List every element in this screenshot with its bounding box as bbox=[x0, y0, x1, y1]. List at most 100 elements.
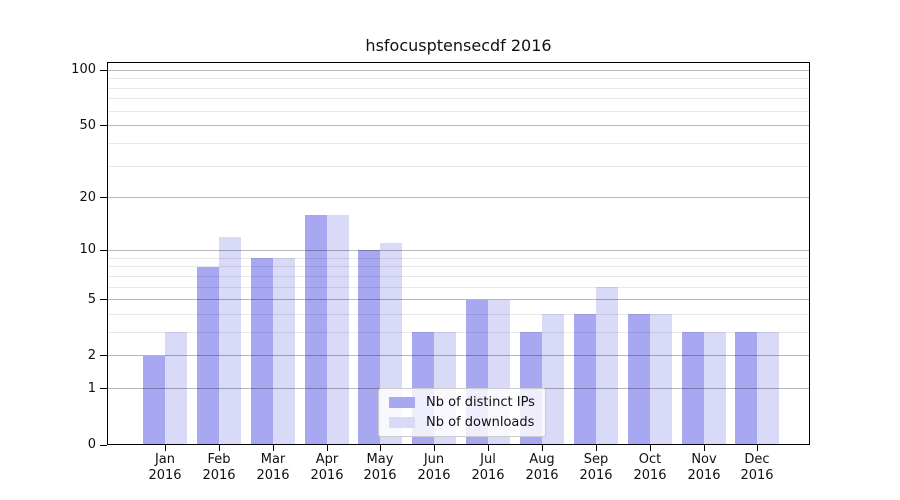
x-tick-mark bbox=[434, 445, 435, 451]
y-tick-label: 100 bbox=[71, 62, 96, 78]
x-tick-month: Oct bbox=[638, 452, 662, 467]
bar-downloads bbox=[273, 258, 295, 444]
x-tick-year: 2016 bbox=[633, 468, 667, 483]
y-tick-mark bbox=[100, 299, 107, 301]
x-tick-mark bbox=[273, 445, 274, 451]
minor-gridline bbox=[108, 143, 809, 145]
x-tick-mark bbox=[542, 445, 543, 451]
x-tick-month: Mar bbox=[260, 452, 286, 467]
minor-gridline bbox=[108, 110, 809, 112]
y-tick-label: 0 bbox=[87, 437, 96, 452]
x-tick-label: Dec 2016 bbox=[730, 452, 784, 484]
bar-downloads bbox=[757, 332, 779, 444]
x-tick-label: Feb 2016 bbox=[192, 452, 246, 484]
x-tick-month: Jun bbox=[423, 452, 445, 467]
legend-label-downloads: Nb of downloads bbox=[426, 415, 535, 430]
x-tick-label: Apr 2016 bbox=[300, 452, 354, 484]
x-tick-label: Jun 2016 bbox=[407, 452, 461, 484]
bar-downloads bbox=[219, 236, 241, 444]
x-tick-year: 2016 bbox=[579, 468, 613, 483]
y-tick-label: 1 bbox=[87, 380, 96, 396]
x-tick-month: Nov bbox=[691, 452, 717, 467]
bar-distinct-ips bbox=[628, 314, 650, 444]
y-tick-mark bbox=[100, 444, 107, 446]
legend-item: Nb of distinct IPs bbox=[389, 395, 535, 410]
x-tick-year: 2016 bbox=[148, 468, 182, 483]
x-tick-month: Aug bbox=[529, 452, 555, 467]
x-tick-year: 2016 bbox=[202, 468, 236, 483]
bar-distinct-ips bbox=[358, 250, 380, 444]
x-tick-mark bbox=[704, 445, 705, 451]
y-tick-mark bbox=[100, 125, 107, 127]
minor-gridline bbox=[108, 87, 809, 89]
major-gridline bbox=[108, 197, 809, 199]
bar-distinct-ips bbox=[574, 314, 596, 444]
x-tick-mark bbox=[488, 445, 489, 451]
legend-swatch-distinct-ips bbox=[389, 397, 415, 408]
legend-swatch-downloads bbox=[389, 417, 415, 428]
y-tick-mark bbox=[100, 69, 107, 71]
y-tick-mark bbox=[100, 388, 107, 390]
chart-title: hsfocusptensecdf 2016 bbox=[365, 36, 552, 55]
minor-gridline bbox=[108, 98, 809, 100]
x-tick-mark bbox=[650, 445, 651, 451]
x-tick-month: Feb bbox=[207, 452, 231, 467]
x-tick-mark bbox=[757, 445, 758, 451]
x-tick-label: May 2016 bbox=[353, 452, 407, 484]
bar-distinct-ips bbox=[305, 215, 327, 444]
legend: Nb of distinct IPs Nb of downloads bbox=[378, 388, 546, 437]
x-tick-year: 2016 bbox=[740, 468, 774, 483]
x-tick-year: 2016 bbox=[310, 468, 344, 483]
x-tick-month: Apr bbox=[315, 452, 339, 467]
bar-distinct-ips bbox=[682, 332, 704, 444]
x-tick-year: 2016 bbox=[417, 468, 451, 483]
y-tick-label: 50 bbox=[79, 117, 96, 133]
major-gridline bbox=[108, 249, 809, 251]
bar-downloads bbox=[596, 287, 618, 444]
x-tick-year: 2016 bbox=[363, 468, 397, 483]
legend-label-distinct-ips: Nb of distinct IPs bbox=[426, 395, 535, 410]
x-tick-label: Oct 2016 bbox=[623, 452, 677, 484]
x-tick-month: May bbox=[366, 452, 394, 467]
major-gridline bbox=[108, 69, 809, 71]
x-tick-label: Jul 2016 bbox=[461, 452, 515, 484]
x-tick-mark bbox=[380, 445, 381, 451]
y-tick-label: 20 bbox=[79, 189, 96, 205]
bar-downloads bbox=[542, 314, 564, 444]
x-tick-label: Mar 2016 bbox=[246, 452, 300, 484]
x-tick-month: Sep bbox=[583, 452, 609, 467]
bar-distinct-ips bbox=[143, 355, 165, 444]
y-tick-mark bbox=[100, 197, 107, 199]
x-tick-year: 2016 bbox=[256, 468, 290, 483]
minor-gridline bbox=[108, 257, 809, 259]
bar-downloads bbox=[704, 332, 726, 444]
x-tick-mark bbox=[596, 445, 597, 451]
minor-gridline bbox=[108, 165, 809, 167]
x-tick-mark bbox=[219, 445, 220, 451]
x-tick-year: 2016 bbox=[471, 468, 505, 483]
x-tick-mark bbox=[327, 445, 328, 451]
legend-item: Nb of downloads bbox=[389, 415, 535, 430]
x-tick-label: Jan 2016 bbox=[138, 452, 192, 484]
x-tick-mark bbox=[165, 445, 166, 451]
x-tick-label: Nov 2016 bbox=[677, 452, 731, 484]
y-tick-mark bbox=[100, 355, 107, 357]
bar-distinct-ips bbox=[735, 332, 757, 444]
bar-downloads bbox=[650, 314, 672, 444]
major-gridline bbox=[108, 125, 809, 127]
x-tick-year: 2016 bbox=[525, 468, 559, 483]
y-tick-label: 10 bbox=[79, 242, 96, 258]
x-tick-month: Jul bbox=[480, 452, 496, 467]
x-tick-label: Sep 2016 bbox=[569, 452, 623, 484]
bar-downloads bbox=[327, 215, 349, 444]
x-tick-label: Aug 2016 bbox=[515, 452, 569, 484]
x-tick-month: Jan bbox=[154, 452, 176, 467]
minor-gridline bbox=[108, 78, 809, 80]
bar-distinct-ips bbox=[197, 266, 219, 444]
x-tick-year: 2016 bbox=[687, 468, 721, 483]
bar-downloads bbox=[165, 332, 187, 444]
x-tick-month: Dec bbox=[744, 452, 770, 467]
y-tick-label: 2 bbox=[87, 347, 96, 363]
y-tick-label: 5 bbox=[87, 291, 96, 307]
